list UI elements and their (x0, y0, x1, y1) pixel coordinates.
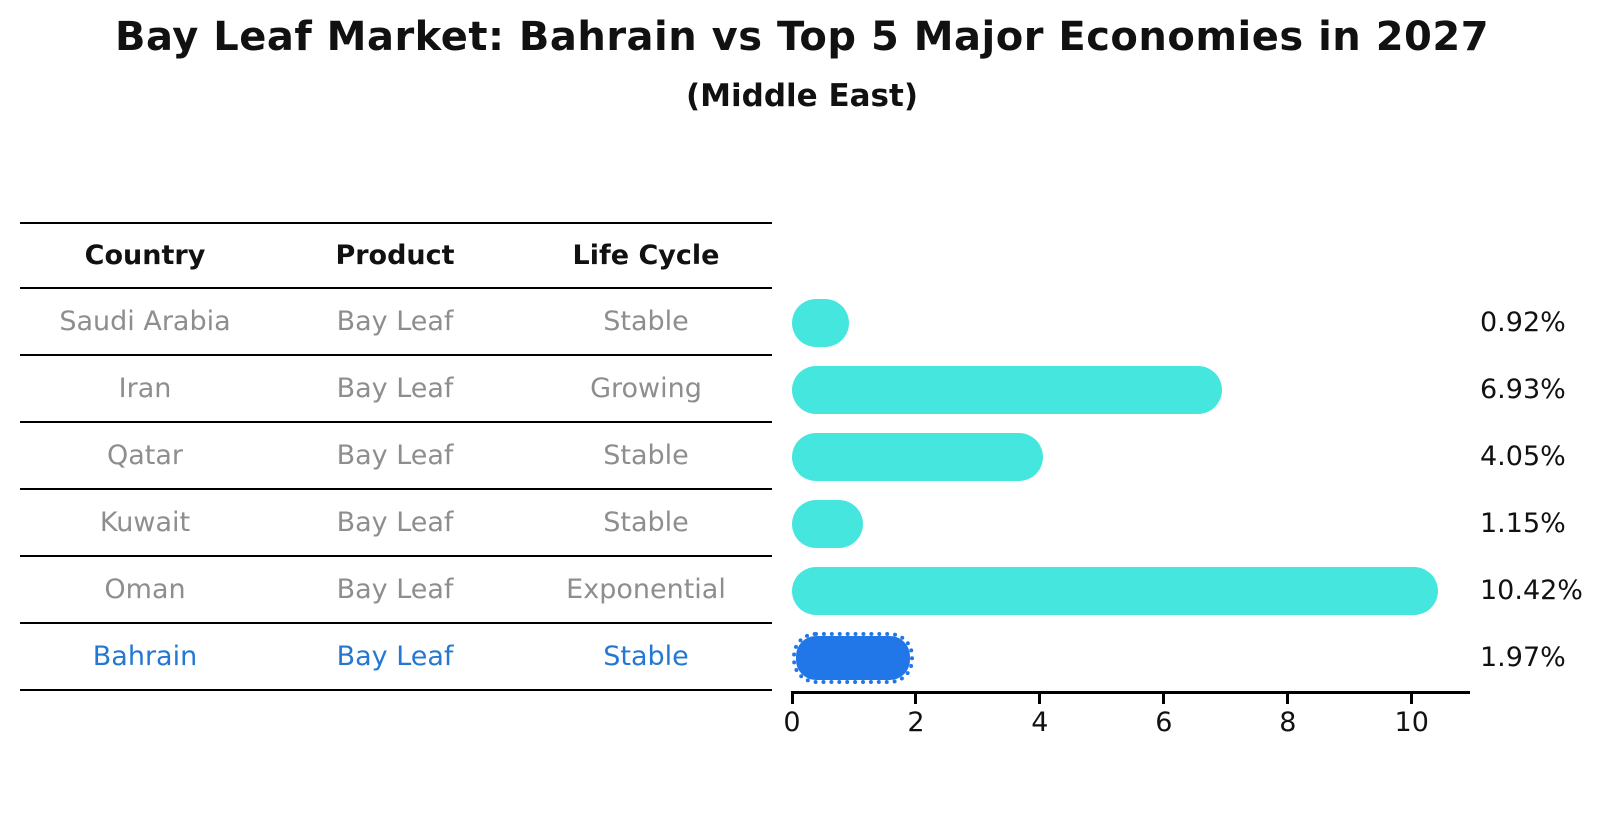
table-cell-country: Qatar (106, 440, 184, 471)
table-cell-life-cycle: Exponential (566, 574, 726, 605)
table-header-product: Product (335, 240, 455, 271)
x-axis-tick (1038, 691, 1042, 704)
table-header-life-cycle: Life Cycle (572, 240, 720, 271)
comparison-table: Country Product Life Cycle Saudi Arabia B… (20, 222, 772, 691)
bar-value-label: 4.05% (1480, 441, 1566, 472)
table-header-row: Country Product Life Cycle (20, 222, 772, 289)
table-row: Kuwait Bay Leaf Stable (20, 490, 772, 557)
table-cell-country: Saudi Arabia (59, 306, 231, 337)
table-cell-country: Bahrain (92, 641, 198, 672)
table-header-country: Country (84, 240, 206, 271)
table-cell-life-cycle: Stable (603, 507, 689, 538)
table-cell-life-cycle: Growing (590, 373, 702, 404)
table-cell-product: Bay Leaf (336, 507, 454, 538)
table-cell-country: Oman (104, 574, 186, 605)
table-cell-product: Bay Leaf (336, 373, 454, 404)
x-axis-tick-label: 0 (783, 707, 801, 738)
bar-iran (792, 365, 1222, 414)
x-axis-tick (1286, 691, 1290, 704)
table-cell-product: Bay Leaf (336, 641, 454, 672)
x-axis-tick (1162, 691, 1166, 704)
table-row: Iran Bay Leaf Growing (20, 356, 772, 423)
chart-title: Bay Leaf Market: Bahrain vs Top 5 Major … (114, 14, 1490, 60)
chart-subtitle: (Middle East) (685, 78, 918, 114)
bar-saudi-arabia (792, 298, 849, 347)
table-cell-country: Kuwait (99, 507, 191, 538)
bar-value-label: 1.97% (1480, 642, 1566, 673)
x-axis-tick-label: 6 (1155, 707, 1173, 738)
x-axis-tick (790, 691, 794, 704)
bar-value-label: 10.42% (1480, 575, 1583, 606)
x-axis-tick-label: 10 (1394, 707, 1429, 738)
bar-value-label: 1.15% (1480, 508, 1566, 539)
table-row: Bahrain Bay Leaf Stable (20, 624, 772, 691)
value-labels: 0.92% 6.93% 4.05% 1.15% 10.42% 1.97% (1480, 289, 1600, 691)
table-cell-life-cycle: Stable (603, 440, 689, 471)
table-cell-product: Bay Leaf (336, 440, 454, 471)
bar-value-label: 0.92% (1480, 307, 1566, 338)
table-cell-country: Iran (118, 373, 172, 404)
x-axis-tick (1410, 691, 1414, 704)
bar-kuwait (792, 499, 864, 548)
bar-qatar (792, 432, 1043, 481)
x-axis-tick-label: 4 (1031, 707, 1049, 738)
table-cell-life-cycle: Stable (603, 306, 689, 337)
x-axis-tick (914, 691, 918, 704)
x-axis-tick-label: 2 (907, 707, 925, 738)
table-row: Saudi Arabia Bay Leaf Stable (20, 289, 772, 356)
table-cell-life-cycle: Stable (603, 641, 689, 672)
bar-value-label: 6.93% (1480, 374, 1566, 405)
bar-oman (792, 566, 1438, 615)
x-axis-tick-label: 8 (1279, 707, 1297, 738)
bar-chart: 0 2 4 6 8 10 (783, 289, 1470, 738)
table-row: Qatar Bay Leaf Stable (20, 423, 772, 490)
table-row: Oman Bay Leaf Exponential (20, 557, 772, 624)
bar-bahrain (792, 631, 915, 684)
table-cell-product: Bay Leaf (336, 574, 454, 605)
table-cell-product: Bay Leaf (336, 306, 454, 337)
table-body: Saudi Arabia Bay Leaf Stable Iran Bay Leaf Gr… (20, 289, 772, 691)
